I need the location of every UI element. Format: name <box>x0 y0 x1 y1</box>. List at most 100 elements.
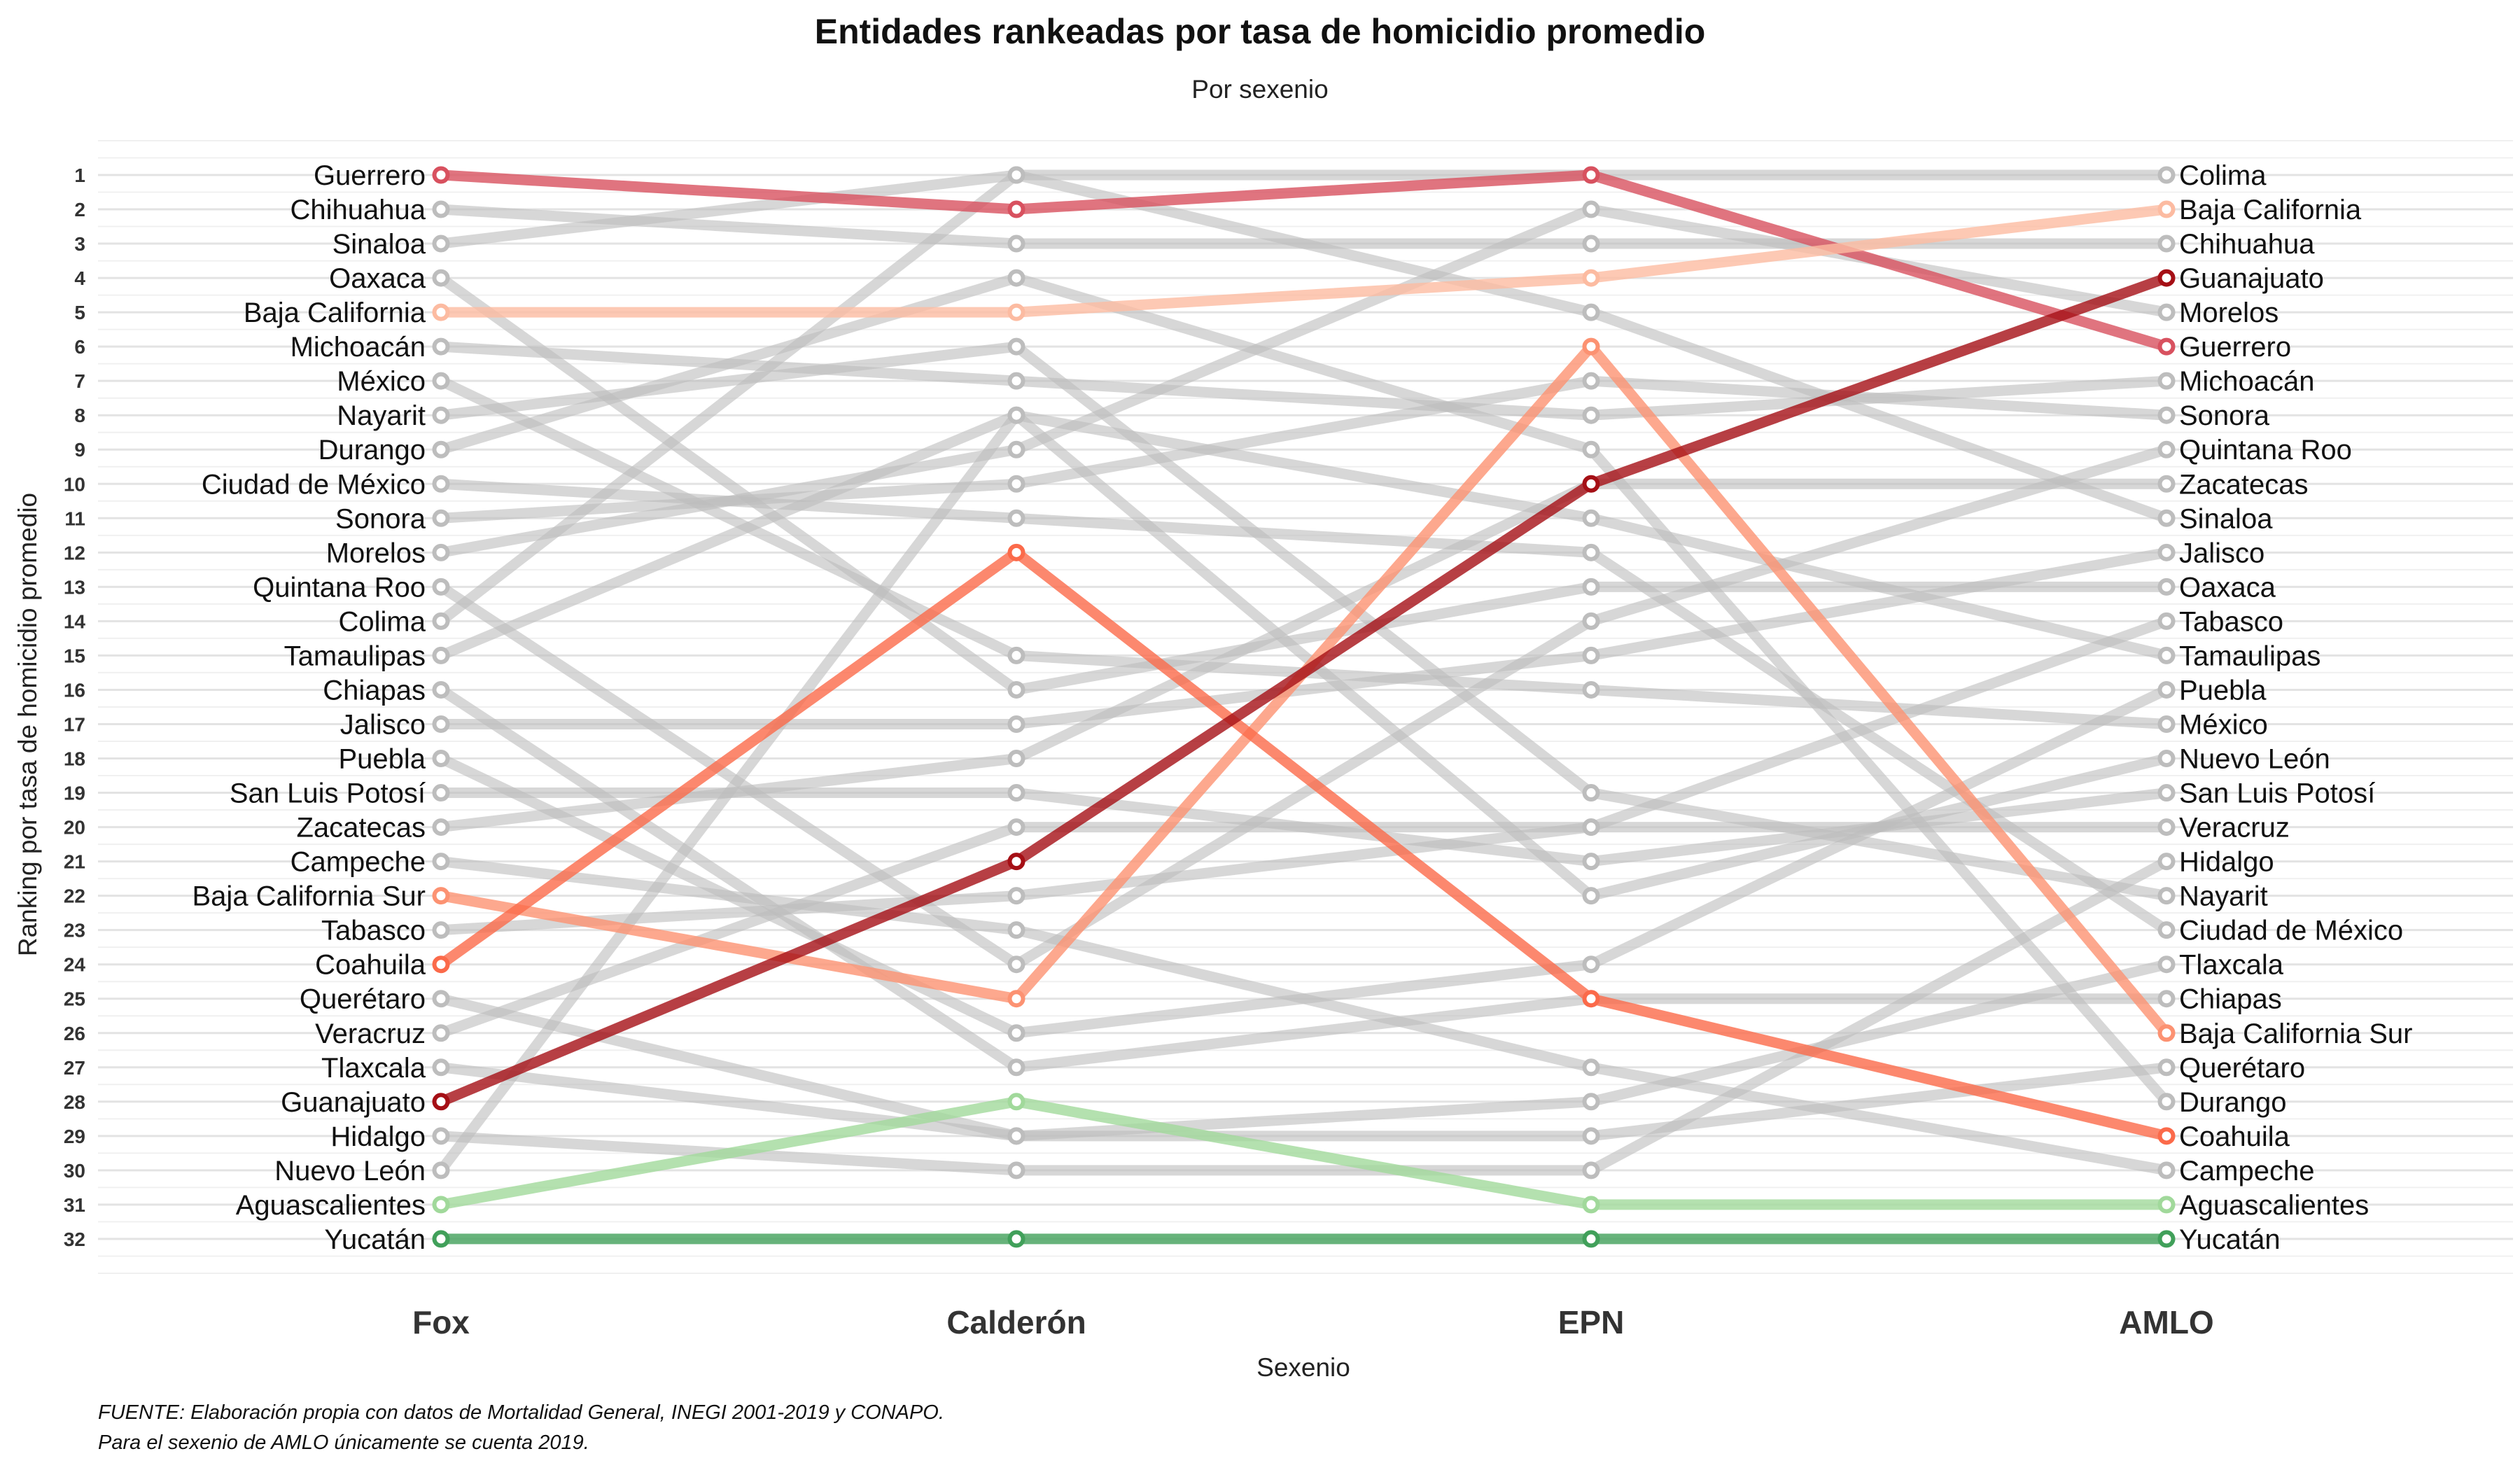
series-line-nuevo-leon <box>435 410 2172 1176</box>
label-left-nuevo-leon: Nuevo León <box>274 1156 426 1186</box>
label-right-tabasco: Tabasco <box>2179 606 2283 637</box>
y-tick-label: 26 <box>64 1023 85 1044</box>
y-tick-label: 30 <box>64 1160 85 1182</box>
point-quintana-roo-epn <box>1582 612 1600 630</box>
point-durango-amlo <box>2157 1093 2176 1111</box>
label-right-michoacan: Michoacán <box>2179 366 2314 397</box>
point-aguascalientes-fox <box>432 1196 450 1214</box>
y-tick-label: 25 <box>64 988 85 1010</box>
point-campeche-fox <box>432 853 450 871</box>
caption-line-2: Para el sexenio de AMLO únicamente se cu… <box>98 1432 589 1454</box>
label-right-aguascalientes: Aguascalientes <box>2179 1190 2369 1221</box>
point-baja-california-sur-calderon <box>1007 990 1026 1008</box>
point-chihuahua-calderon <box>1007 234 1026 253</box>
state-labels: ChihuahuaChihuahuaSinaloaSinaloaOaxacaOa… <box>192 160 2413 1255</box>
point-colima-amlo <box>2157 166 2176 184</box>
series-line-tlaxcala <box>435 959 2172 1142</box>
point-quintana-roo-amlo <box>2157 440 2176 458</box>
point-sinaloa-epn <box>1582 303 1600 321</box>
point-guanajuato-amlo <box>2157 269 2176 287</box>
label-left-tamaulipas: Tamaulipas <box>284 640 426 671</box>
x-axis-title: Sexenio <box>1256 1353 1350 1382</box>
label-left-oaxaca: Oaxaca <box>329 263 426 294</box>
label-left-queretaro: Querétaro <box>300 984 426 1015</box>
x-axis-ticks: Fox Calderón EPN AMLO <box>412 1304 2214 1340</box>
label-right-yucatan: Yucatán <box>2179 1224 2281 1255</box>
series-line-quintana-roo <box>435 444 2172 970</box>
point-hidalgo-calderon <box>1007 1161 1026 1180</box>
point-quintana-roo-calderon <box>1007 955 1026 974</box>
label-left-hidalgo: Hidalgo <box>330 1121 426 1152</box>
point-veracruz-fox <box>432 1024 450 1042</box>
point-puebla-fox <box>432 750 450 768</box>
point-hidalgo-epn <box>1582 1161 1600 1180</box>
point-tabasco-calderon <box>1007 887 1026 905</box>
series-line-guanajuato <box>435 272 2172 1107</box>
point-san-luis-potosi-calderon <box>1007 784 1026 802</box>
y-axis-title: Ranking por tasa de homicidio promedio <box>13 493 42 956</box>
label-left-guanajuato: Guanajuato <box>281 1087 426 1118</box>
label-right-mexico: México <box>2179 709 2268 740</box>
point-nuevo-leon-amlo <box>2157 750 2176 768</box>
point-jalisco-fox <box>432 715 450 733</box>
label-left-quintana-roo: Quintana Roo <box>253 572 426 603</box>
point-durango-epn <box>1582 440 1600 458</box>
y-tick-label: 8 <box>74 405 85 426</box>
label-right-zacatecas: Zacatecas <box>2179 469 2309 500</box>
label-right-nuevo-leon: Nuevo León <box>2179 744 2330 775</box>
point-tlaxcala-fox <box>432 1058 450 1077</box>
point-baja-california-sur-epn <box>1582 337 1600 356</box>
point-zacatecas-fox <box>432 818 450 836</box>
label-right-quintana-roo: Quintana Roo <box>2179 435 2352 465</box>
label-left-sinaloa: Sinaloa <box>332 229 426 260</box>
point-guerrero-amlo <box>2157 337 2176 356</box>
label-left-tlaxcala: Tlaxcala <box>321 1053 426 1084</box>
label-right-baja-california: Baja California <box>2179 195 2362 225</box>
point-mexico-epn <box>1582 680 1600 699</box>
point-coahuila-amlo <box>2157 1127 2176 1145</box>
y-tick-label: 17 <box>64 713 85 735</box>
series-line-nayarit <box>435 341 2172 902</box>
point-durango-calderon <box>1007 269 1026 287</box>
label-right-morelos: Morelos <box>2179 298 2278 328</box>
point-chihuahua-epn <box>1582 234 1600 253</box>
y-tick-label: 4 <box>74 267 85 289</box>
point-michoacan-calderon <box>1007 372 1026 390</box>
point-hidalgo-fox <box>432 1127 450 1145</box>
caption-line-1: FUENTE: Elaboración propia con datos de … <box>98 1401 944 1424</box>
series-line-sinaloa <box>435 169 2172 524</box>
point-yucatan-amlo <box>2157 1230 2176 1248</box>
series-line-colima <box>435 169 2172 626</box>
label-right-chiapas: Chiapas <box>2179 984 2282 1015</box>
point-guanajuato-fox <box>432 1093 450 1111</box>
label-left-colima: Colima <box>339 606 426 637</box>
point-baja-california-fox <box>432 303 450 321</box>
point-nayarit-amlo <box>2157 887 2176 905</box>
point-nuevo-leon-fox <box>432 1161 450 1180</box>
y-axis-ticks: 1234567891011121314151617181920212223242… <box>64 164 86 1250</box>
point-queretaro-fox <box>432 990 450 1008</box>
y-tick-label: 15 <box>64 645 85 666</box>
y-tick-label: 23 <box>64 920 85 941</box>
point-chiapas-amlo <box>2157 990 2176 1008</box>
point-morelos-epn <box>1582 200 1600 218</box>
point-quintana-roo-fox <box>432 578 450 596</box>
y-tick-label: 11 <box>64 507 85 529</box>
point-mexico-calderon <box>1007 646 1026 664</box>
point-ciudad-de-mexico-fox <box>432 475 450 493</box>
y-tick-label: 32 <box>64 1228 85 1250</box>
y-tick-label: 29 <box>64 1126 85 1147</box>
point-veracruz-epn <box>1582 818 1600 836</box>
label-left-guerrero: Guerrero <box>314 160 426 191</box>
y-tick-label: 31 <box>64 1194 85 1216</box>
series-line-chiapas <box>435 684 2172 1073</box>
point-san-luis-potosi-epn <box>1582 853 1600 871</box>
point-campeche-amlo <box>2157 1161 2176 1180</box>
point-chiapas-calderon <box>1007 1058 1026 1077</box>
label-right-guanajuato: Guanajuato <box>2179 263 2324 294</box>
point-sinaloa-fox <box>432 234 450 253</box>
label-right-chihuahua: Chihuahua <box>2179 229 2315 260</box>
label-right-ciudad-de-mexico: Ciudad de México <box>2179 916 2403 946</box>
point-morelos-fox <box>432 543 450 561</box>
point-sinaloa-amlo <box>2157 509 2176 527</box>
